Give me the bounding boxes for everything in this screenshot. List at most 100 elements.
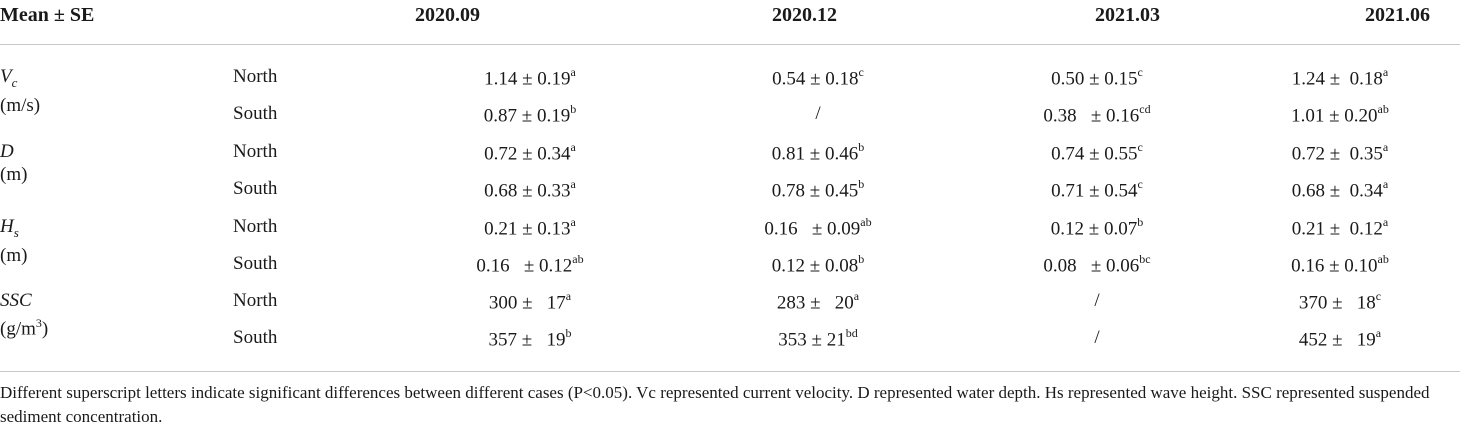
significance-letter: a — [570, 177, 576, 191]
cell-value: 0.78 ± 0.45 — [771, 180, 859, 202]
cell-value: 353 ± 21 — [778, 329, 846, 351]
table-cell: 0.16 ± 0.10ab — [1220, 252, 1460, 277]
table-cell: 0.21 ± 0.12a — [1220, 215, 1460, 240]
cell-value: 452 ± 19 — [1298, 329, 1376, 351]
significance-letter: bc — [1139, 252, 1151, 266]
unit-close: ) — [41, 318, 49, 340]
cell-value: 0.38 ± 0.16 — [1043, 105, 1140, 127]
header-period-3: 2021.03 — [1095, 4, 1160, 26]
cell-value: 0.21 ± 0.13 — [484, 218, 571, 240]
significance-letter: c — [858, 65, 864, 79]
cell-value: / — [815, 103, 821, 124]
cell-value: 0.81 ± 0.46 — [771, 143, 859, 165]
significance-letter: bd — [845, 326, 858, 340]
cell-value: / — [1094, 290, 1100, 311]
cell-value: 357 ± 19 — [488, 329, 566, 351]
table-cell: 300 ± 17a — [410, 289, 650, 314]
cell-value: 0.12 ± 0.07 — [1050, 218, 1138, 240]
cell-value: 0.87 ± 0.19 — [483, 105, 571, 127]
variable-symbol: D — [0, 141, 14, 162]
table-cell: 0.54 ± 0.18c — [698, 65, 938, 90]
table-cell: 1.14 ± 0.19a — [410, 65, 650, 90]
significance-letter: c — [1137, 177, 1143, 191]
significance-letter: ab — [1377, 252, 1389, 266]
location-label: North — [233, 141, 278, 162]
table-cell: 0.08 ± 0.06bc — [977, 252, 1217, 277]
table-cell: / — [977, 327, 1217, 349]
significance-letter: a — [1382, 65, 1389, 79]
cell-value: 0.16 ± 0.12 — [476, 255, 573, 277]
table-cell: 0.81 ± 0.46b — [698, 140, 938, 165]
unit-superscript: 3 — [35, 316, 42, 330]
significance-letter: ab — [860, 215, 872, 229]
location-label: South — [233, 178, 278, 199]
significance-letter: a — [570, 140, 576, 154]
significance-letter: a — [1382, 177, 1389, 191]
significance-letter: a — [570, 65, 576, 79]
table-cell: 0.72 ± 0.34a — [410, 140, 650, 165]
table-cell: 0.38 ± 0.16cd — [977, 102, 1217, 127]
table-cell: 353 ± 21bd — [698, 326, 938, 351]
table-cell: 0.12 ± 0.07b — [977, 215, 1217, 240]
variable-label-hs: Hs (m) — [0, 215, 27, 267]
significance-letter: cd — [1139, 102, 1151, 116]
cell-value: 0.16 ± 0.09 — [764, 218, 861, 240]
header-divider — [0, 44, 1460, 45]
significance-letter: b — [570, 102, 577, 116]
table-cell: 1.24 ± 0.18a — [1220, 65, 1460, 90]
cell-value: / — [1094, 327, 1100, 348]
header-period-2: 2020.12 — [772, 4, 837, 26]
table-cell: 0.74 ± 0.55c — [977, 140, 1217, 165]
significance-letter: a — [570, 215, 576, 229]
significance-letter: b — [858, 252, 865, 266]
table-footnote: Different superscript letters indicate s… — [0, 383, 1430, 426]
table-cell: 0.50 ± 0.15c — [977, 65, 1217, 90]
table-cell: 0.78 ± 0.45b — [698, 177, 938, 202]
table-header: Mean ± SE 2020.09 2020.12 2021.03 2021.0… — [0, 0, 1460, 44]
location-label: South — [233, 253, 278, 274]
variable-subscript: c — [11, 74, 18, 90]
location-label: North — [233, 290, 278, 311]
location-label: North — [233, 66, 278, 87]
significance-letter: c — [1137, 140, 1143, 154]
location-label: North — [233, 216, 278, 237]
header-stat: Mean ± SE — [0, 4, 95, 26]
significance-letter: c — [1375, 289, 1382, 303]
header-period-1: 2020.09 — [415, 4, 480, 26]
header-period-4: 2021.06 — [1365, 4, 1430, 26]
significance-letter: a — [1382, 215, 1389, 229]
cell-value: 0.74 ± 0.55 — [1051, 143, 1138, 165]
table-cell: 0.68 ± 0.33a — [410, 177, 650, 202]
variable-label-vc: Vc (m/s) — [0, 65, 40, 117]
location-label: South — [233, 103, 278, 124]
variable-unit: (g/m — [0, 318, 36, 340]
table-cell: 0.72 ± 0.35a — [1220, 140, 1460, 165]
significance-letter: ab — [1377, 102, 1389, 116]
cell-value: 0.68 ± 0.34 — [1291, 180, 1383, 202]
table-cell: 452 ± 19a — [1220, 326, 1460, 351]
variable-symbol: SSC — [0, 290, 32, 311]
significance-letter: b — [565, 326, 572, 340]
significance-letter: b — [1137, 215, 1144, 229]
variable-symbol: H — [0, 216, 14, 237]
cell-value: 0.72 ± 0.35 — [1291, 143, 1383, 165]
variable-unit: (m/s) — [0, 94, 41, 116]
significance-letter: a — [565, 289, 572, 303]
table-cell: 0.16 ± 0.09ab — [698, 215, 938, 240]
significance-letter: a — [1382, 140, 1389, 154]
table-cell: 0.12 ± 0.08b — [698, 252, 938, 277]
significance-letter: b — [858, 140, 865, 154]
variable-subscript: s — [13, 224, 19, 240]
table-cell: 370 ± 18c — [1220, 289, 1460, 314]
significance-letter: a — [853, 289, 860, 303]
variable-label-d: D (m) — [0, 140, 27, 186]
cell-value: 0.68 ± 0.33 — [484, 180, 571, 202]
cell-value: 1.14 ± 0.19 — [484, 68, 571, 90]
cell-value: 0.50 ± 0.15 — [1051, 68, 1138, 90]
table-cell: 1.01 ± 0.20ab — [1220, 102, 1460, 127]
table-cell: 0.71 ± 0.54c — [977, 177, 1217, 202]
cell-value: 0.16 ± 0.10 — [1291, 255, 1378, 277]
cell-value: 0.08 ± 0.06 — [1043, 255, 1140, 277]
table-bottom-divider — [0, 371, 1460, 372]
location-label: South — [233, 327, 278, 348]
